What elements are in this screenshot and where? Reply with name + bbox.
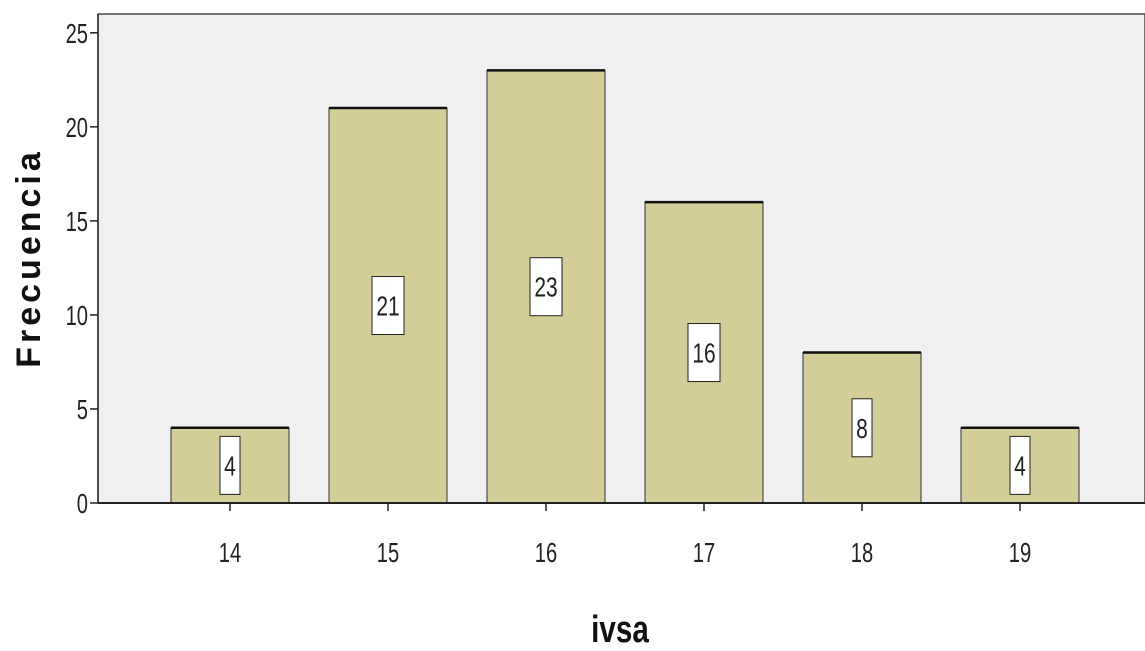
data-label-box (371, 276, 405, 336)
y-tick-label: 20 (66, 113, 88, 144)
x-axis-ticks: 14 15 16 17 18 19 (219, 503, 1031, 569)
data-label: 16 (692, 339, 715, 370)
data-label: 4 (1014, 452, 1026, 483)
y-tick-label: 25 (66, 19, 88, 50)
x-axis-title: ivsa (591, 609, 650, 646)
y-tick-label: 5 (77, 395, 88, 426)
data-label: 8 (856, 414, 868, 445)
x-tick-label: 18 (851, 538, 873, 569)
y-axis-ticks: 0 5 10 15 20 25 (66, 19, 98, 520)
data-label: 21 (376, 292, 399, 323)
x-tick-label: 14 (219, 538, 241, 569)
plot-area (97, 13, 1145, 504)
data-label-box (1009, 435, 1031, 495)
data-label-box (529, 257, 563, 317)
data-label: 4 (224, 452, 236, 483)
y-tick-label: 15 (66, 207, 88, 238)
data-label: 23 (534, 273, 557, 304)
data-label-box (219, 435, 241, 495)
x-tick-label: 17 (693, 538, 715, 569)
x-tick-label: 15 (377, 538, 399, 569)
y-tick-label: 10 (66, 301, 88, 332)
y-axis-title: Frecuencia (10, 148, 48, 368)
x-tick-label: 19 (1009, 538, 1031, 569)
y-tick-label: 0 (77, 489, 88, 520)
data-label-box (851, 398, 873, 458)
data-label-box (687, 323, 721, 383)
x-tick-label: 16 (535, 538, 557, 569)
bars-group: 4 21 23 16 8 4 (170, 69, 1080, 504)
